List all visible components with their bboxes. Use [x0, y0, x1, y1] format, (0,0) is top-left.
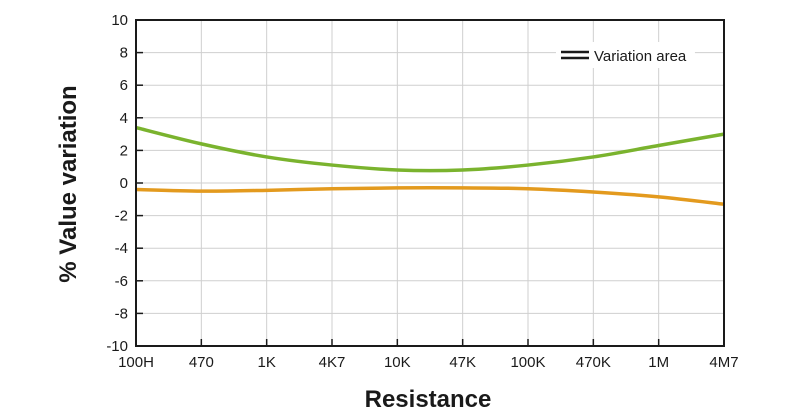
x-tick-label: 47K — [449, 354, 476, 371]
y-tick-label: -4 — [115, 240, 128, 257]
x-tick-label: 4M7 — [709, 354, 738, 371]
y-tick-label: -6 — [115, 273, 128, 290]
y-tick-label: -8 — [115, 305, 128, 322]
y-tick-labels: 10 8 6 4 2 0 -2 -4 -6 -8 -10 — [106, 12, 128, 355]
y-tick-label: 4 — [120, 110, 128, 127]
series-line-2 — [135, 186, 725, 206]
legend-label: Variation area — [594, 48, 687, 65]
y-tick-label: -2 — [115, 208, 128, 225]
y-tick-label: 6 — [120, 77, 128, 94]
x-tick-labels: 100H 470 1K 4K7 10K 47K 100K 470K 1M 4M7 — [118, 354, 739, 371]
legend-background — [556, 42, 695, 68]
y-tick-label: 2 — [120, 142, 128, 159]
y-tick-label: 0 — [120, 175, 128, 192]
series-lines — [135, 125, 725, 206]
series-line-1 — [135, 125, 725, 173]
x-tick-label: 1M — [648, 354, 669, 371]
x-tick-label: 4K7 — [319, 354, 346, 371]
y-tick-label: -10 — [106, 338, 128, 355]
plot-frame — [135, 19, 725, 347]
y-tick-label: 10 — [111, 12, 128, 29]
x-tick-label: 10K — [384, 354, 411, 371]
y-axis-title: % Value variation — [55, 85, 82, 282]
x-tick-label: 1K — [257, 354, 275, 371]
x-axis-title: Resistance — [365, 386, 492, 413]
x-tick-label: 100K — [510, 354, 545, 371]
y-tick-label: 8 — [120, 45, 128, 62]
legend: Variation area — [556, 42, 695, 68]
x-tick-label: 470K — [576, 354, 611, 371]
x-tick-label: 470 — [189, 354, 214, 371]
grid-lines — [135, 19, 725, 347]
x-tick-label: 100H — [118, 354, 154, 371]
